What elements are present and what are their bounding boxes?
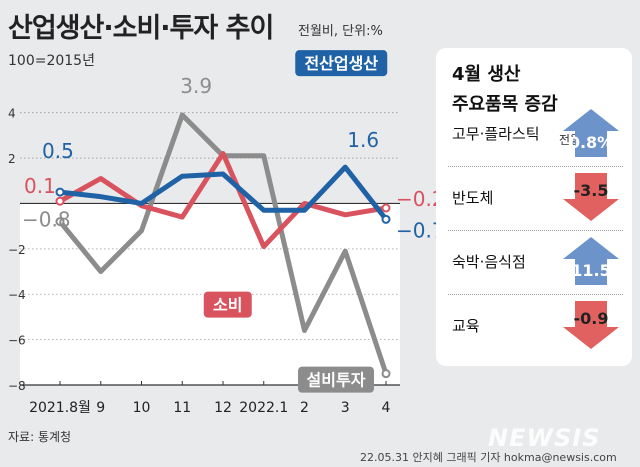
x-tick-label: 11 <box>173 400 191 416</box>
y-tick-label: 4 <box>8 107 16 121</box>
credit-line: 22.05.31 안지혜 그래픽 기자 hokma@newsis.com <box>360 451 617 464</box>
panel-divider <box>448 294 623 295</box>
y-tick-label: −2 <box>8 243 26 257</box>
panel-item-value: 11.5 <box>571 261 611 280</box>
series-endpoint <box>381 203 391 213</box>
series-endpoint <box>55 217 65 227</box>
series-name-tag-box <box>203 291 252 318</box>
x-tick-label: 4 <box>382 400 391 416</box>
y-tick-label: 2 <box>8 152 16 166</box>
series-name-tag-text: 소비 <box>213 296 242 315</box>
y-tick-label: −8 <box>8 379 26 393</box>
y-tick-label: −4 <box>8 288 26 302</box>
down-arrow-icon <box>563 173 619 221</box>
panel-item-label: 교육 <box>452 317 480 335</box>
data-label: 3.9 <box>180 74 212 98</box>
series-name-tag-text: 설비투자 <box>307 371 366 390</box>
series-name-tag-box <box>298 366 374 393</box>
panel-item-label: 고무·플라스틱 <box>452 125 540 143</box>
panel-item-label: 반도체 <box>452 189 494 207</box>
series-endpoint <box>55 187 65 197</box>
panel-item-label: 숙박·음식점 <box>452 253 526 271</box>
x-tick-label: 3 <box>341 400 350 416</box>
page-title: 산업생산·소비·투자 추이 <box>8 13 274 44</box>
chart-subtitle: 전월비, 단위:% <box>298 24 383 39</box>
source-note: 자료: 통계청 <box>8 430 72 444</box>
series-line <box>57 151 389 250</box>
series-name-tag: 소비 <box>203 291 252 318</box>
down-arrow-icon <box>563 301 619 349</box>
up-arrow-icon <box>563 237 619 285</box>
series-name-tag: 설비투자 <box>298 366 374 393</box>
y-tick-label: −6 <box>8 334 26 348</box>
panel-title-line2: 주요품목 증감 <box>452 94 558 115</box>
series-name-tag-text: 전산업생산 <box>304 54 378 73</box>
panel-item-value: -3.5 <box>573 181 609 200</box>
x-tick-label: 12 <box>214 400 232 416</box>
x-tick-label: 10 <box>133 400 151 416</box>
data-label: −0.8 <box>22 208 71 232</box>
data-label: 1.6 <box>347 128 379 152</box>
series-endpoint <box>55 196 65 206</box>
x-tick-label: 2 <box>300 400 309 416</box>
x-tick-label: 9 <box>96 400 105 416</box>
panel-divider <box>448 166 623 167</box>
newsis-watermark: NEWSIS <box>488 424 601 452</box>
x-tick-label: 2022.1 <box>239 400 288 416</box>
panel-divider <box>448 230 623 231</box>
series-line <box>57 164 389 222</box>
panel-item-value: -0.9 <box>573 309 609 328</box>
panel-item-value: 0.8% <box>568 133 614 152</box>
highlight-panel: 4월 생산 주요품목 증감 전월대비 고무·플라스틱0.8%반도체-3.5숙박·… <box>436 48 632 366</box>
data-label: 0.1 <box>24 174 56 198</box>
base-year-note: 100=2015년 <box>8 53 95 69</box>
series-endpoint <box>381 214 391 224</box>
panel-title-line1: 4월 생산 <box>452 64 521 85</box>
series-name-tag: 전산업생산 <box>295 50 388 77</box>
up-arrow-icon <box>563 109 619 157</box>
x-tick-label: 2021.8월 <box>29 400 91 416</box>
series-name-tag-box <box>295 50 388 77</box>
series-endpoint <box>381 369 391 379</box>
data-label: 0.5 <box>42 139 74 163</box>
